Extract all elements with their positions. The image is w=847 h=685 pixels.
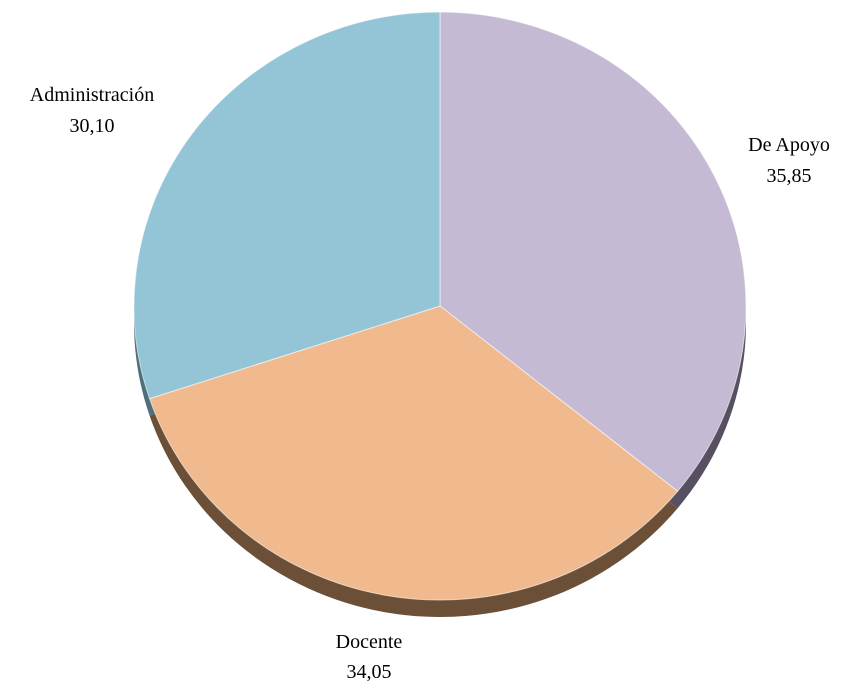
slice-label-de-apoyo: De Apoyo [748,134,830,156]
pie-slice-administracion [133,11,441,400]
pie-slice-de-apoyo [439,11,747,492]
pie-top-layer [133,11,747,601]
slice-value-de-apoyo: 35,85 [767,165,812,187]
pie-slice-docente [148,305,679,601]
slice-label-docente: Docente [336,631,403,653]
slice-value-administracion: 30,10 [70,115,115,137]
slice-label-administracion: Administración [30,84,154,106]
slice-value-docente: 34,05 [347,661,392,683]
